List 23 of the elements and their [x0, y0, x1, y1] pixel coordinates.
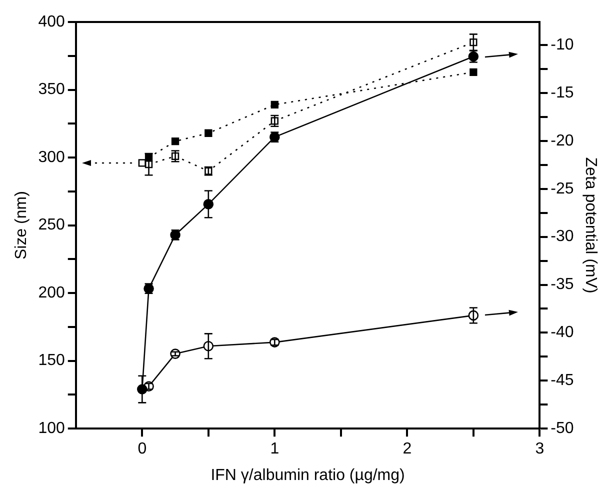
y2-tick-label: -15: [550, 84, 574, 102]
y2-tick-label: -40: [550, 324, 574, 342]
y2-tick-label: -25: [550, 180, 574, 198]
y-tick-label: 200: [38, 284, 65, 302]
y-tick-label: 250: [38, 216, 65, 234]
y-axis-title: Size (nm): [13, 191, 30, 260]
y-tick-label: 150: [38, 352, 65, 370]
x-axis-title: IFN γ/albumin ratio (µg/mg): [210, 466, 405, 484]
y2-tick-label: -20: [550, 132, 574, 150]
x-tick-label: 2: [402, 440, 412, 458]
y2-tick-label: -35: [550, 276, 574, 294]
x-tick-label: 1: [270, 440, 280, 458]
y2-tick-label: -45: [550, 372, 574, 390]
y2-tick-label: -30: [550, 228, 574, 246]
y-tick-label: 300: [38, 148, 65, 166]
y-tick-label: 400: [38, 13, 65, 30]
y2-tick-label: -50: [550, 420, 574, 438]
x-tick-label: 3: [535, 440, 544, 458]
y2-axis-title: Zeta potential (mV): [582, 157, 599, 294]
x-tick-label: 0: [138, 440, 147, 458]
y-tick-label: 100: [38, 420, 65, 438]
y2-tick-label: -10: [550, 36, 574, 54]
y-tick-label: 350: [38, 81, 65, 98]
